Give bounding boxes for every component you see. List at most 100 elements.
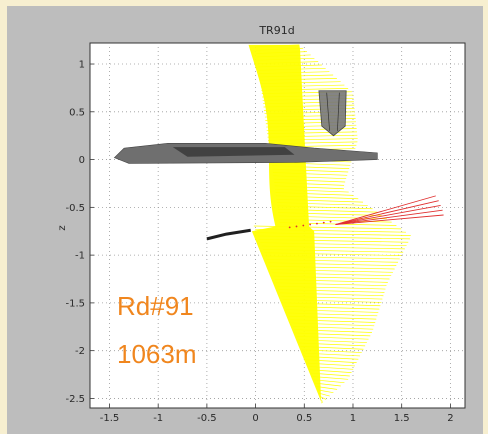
hull-dark-section — [172, 147, 295, 157]
ray-line — [258, 67, 326, 71]
figure-window: -1.5 -1 -0.5 0 0.5 1 1.5 2 1 0.5 0 -0.5 -1 -1.5 -2 -2.5… — [7, 6, 483, 434]
ray-fan — [248, 44, 411, 404]
chart-svg: -1.5 -1 -0.5 0 0.5 1 1.5 2 1 0.5 0 -0.5 -1 -1.5 -2 -2.5… — [57, 24, 466, 424]
dark-segment — [206, 228, 251, 241]
ray-line — [295, 332, 371, 337]
y-tick-label: -1 — [75, 251, 85, 262]
ray-line — [268, 141, 358, 145]
ray-line — [260, 84, 345, 88]
ray-line — [308, 366, 354, 370]
ray-line — [304, 356, 359, 360]
ray-line — [285, 305, 380, 310]
ray-line — [257, 235, 410, 240]
red-dot — [329, 220, 332, 223]
ray-line — [300, 346, 364, 350]
red-dot — [309, 223, 312, 226]
red-dot — [288, 226, 291, 229]
x-tick-label: 1.5 — [394, 413, 410, 424]
ray-line — [276, 198, 364, 203]
ray-line — [275, 188, 349, 193]
x-tick-label: -1.5 — [100, 413, 120, 424]
ray-line — [307, 362, 355, 367]
y-axis-label: z — [57, 225, 68, 230]
ray-line — [260, 242, 407, 246]
y-tick-label: -2.5 — [65, 394, 85, 405]
ray-line — [256, 54, 311, 58]
ray-line — [256, 51, 307, 54]
tower-shape — [318, 90, 347, 137]
ray-line — [264, 252, 402, 256]
chart-title: TR91d — [258, 24, 294, 37]
ray-line — [267, 134, 358, 138]
ray-line — [312, 376, 349, 380]
ray-line — [275, 282, 387, 287]
ray-line — [286, 309, 379, 313]
ray-line — [296, 335, 369, 340]
ray-line — [277, 285, 386, 290]
red-ray — [335, 195, 436, 225]
ray-line — [277, 208, 378, 213]
x-tick-label: -0.5 — [197, 413, 217, 424]
ray-line — [321, 399, 323, 403]
red-ray-bundle — [288, 195, 444, 229]
ray-line — [318, 392, 330, 397]
y-tick-label: -2 — [75, 346, 85, 357]
ship-objects — [113, 90, 378, 241]
ray-line — [273, 275, 390, 280]
red-dot — [295, 225, 298, 228]
y-tick-label: -0.5 — [65, 203, 85, 214]
ray-line — [315, 382, 341, 387]
red-ray — [335, 209, 443, 225]
red-dot — [302, 224, 305, 227]
ray-line — [282, 299, 382, 303]
ray-line — [265, 255, 400, 260]
ray-line — [309, 369, 352, 373]
ray-line — [274, 185, 344, 190]
ray-line — [275, 195, 359, 200]
ray-line — [320, 396, 327, 400]
ray-line — [255, 44, 300, 48]
ray-line — [278, 289, 385, 293]
y-tick-label: 0.5 — [69, 107, 85, 118]
x-tick-label: 0 — [252, 413, 258, 424]
ray-line — [260, 78, 337, 81]
ray-line — [283, 302, 381, 307]
ray-line — [289, 315, 377, 320]
ray-line — [281, 295, 383, 300]
ray-line — [305, 359, 357, 363]
ray-line — [259, 71, 330, 74]
ray-line — [291, 322, 375, 327]
ray-line — [273, 178, 346, 183]
ray-line — [258, 64, 322, 68]
red-dot — [316, 222, 318, 225]
ray-line — [313, 379, 345, 384]
y-tick-label: 1 — [79, 60, 85, 71]
ray-line — [303, 352, 361, 357]
red-dot — [322, 221, 325, 224]
ray-line — [272, 168, 349, 173]
annotation-line-1: Rd#91 — [117, 291, 194, 321]
ray-line — [277, 205, 373, 210]
ray-line — [257, 57, 315, 61]
grid-lines — [90, 43, 465, 408]
ray-line — [273, 175, 347, 180]
ray-line — [266, 259, 399, 263]
ray-line — [316, 386, 338, 390]
y-tick-label: 0 — [79, 155, 85, 166]
ray-line — [271, 165, 350, 169]
y-tick-label: -1.5 — [65, 298, 85, 309]
red-ray — [335, 204, 441, 225]
ray-line — [271, 162, 351, 166]
ray-line — [276, 202, 368, 206]
ray-line — [272, 272, 392, 277]
ray-line — [261, 245, 405, 250]
ray-line — [292, 325, 374, 330]
ray-line — [259, 239, 409, 243]
x-tick-label: 1 — [350, 413, 356, 424]
ray-line — [256, 47, 304, 51]
ray-line — [298, 339, 367, 343]
ray-line — [253, 225, 402, 230]
red-ray — [335, 200, 439, 225]
ray-line — [317, 389, 334, 394]
tower-edge — [337, 92, 340, 131]
